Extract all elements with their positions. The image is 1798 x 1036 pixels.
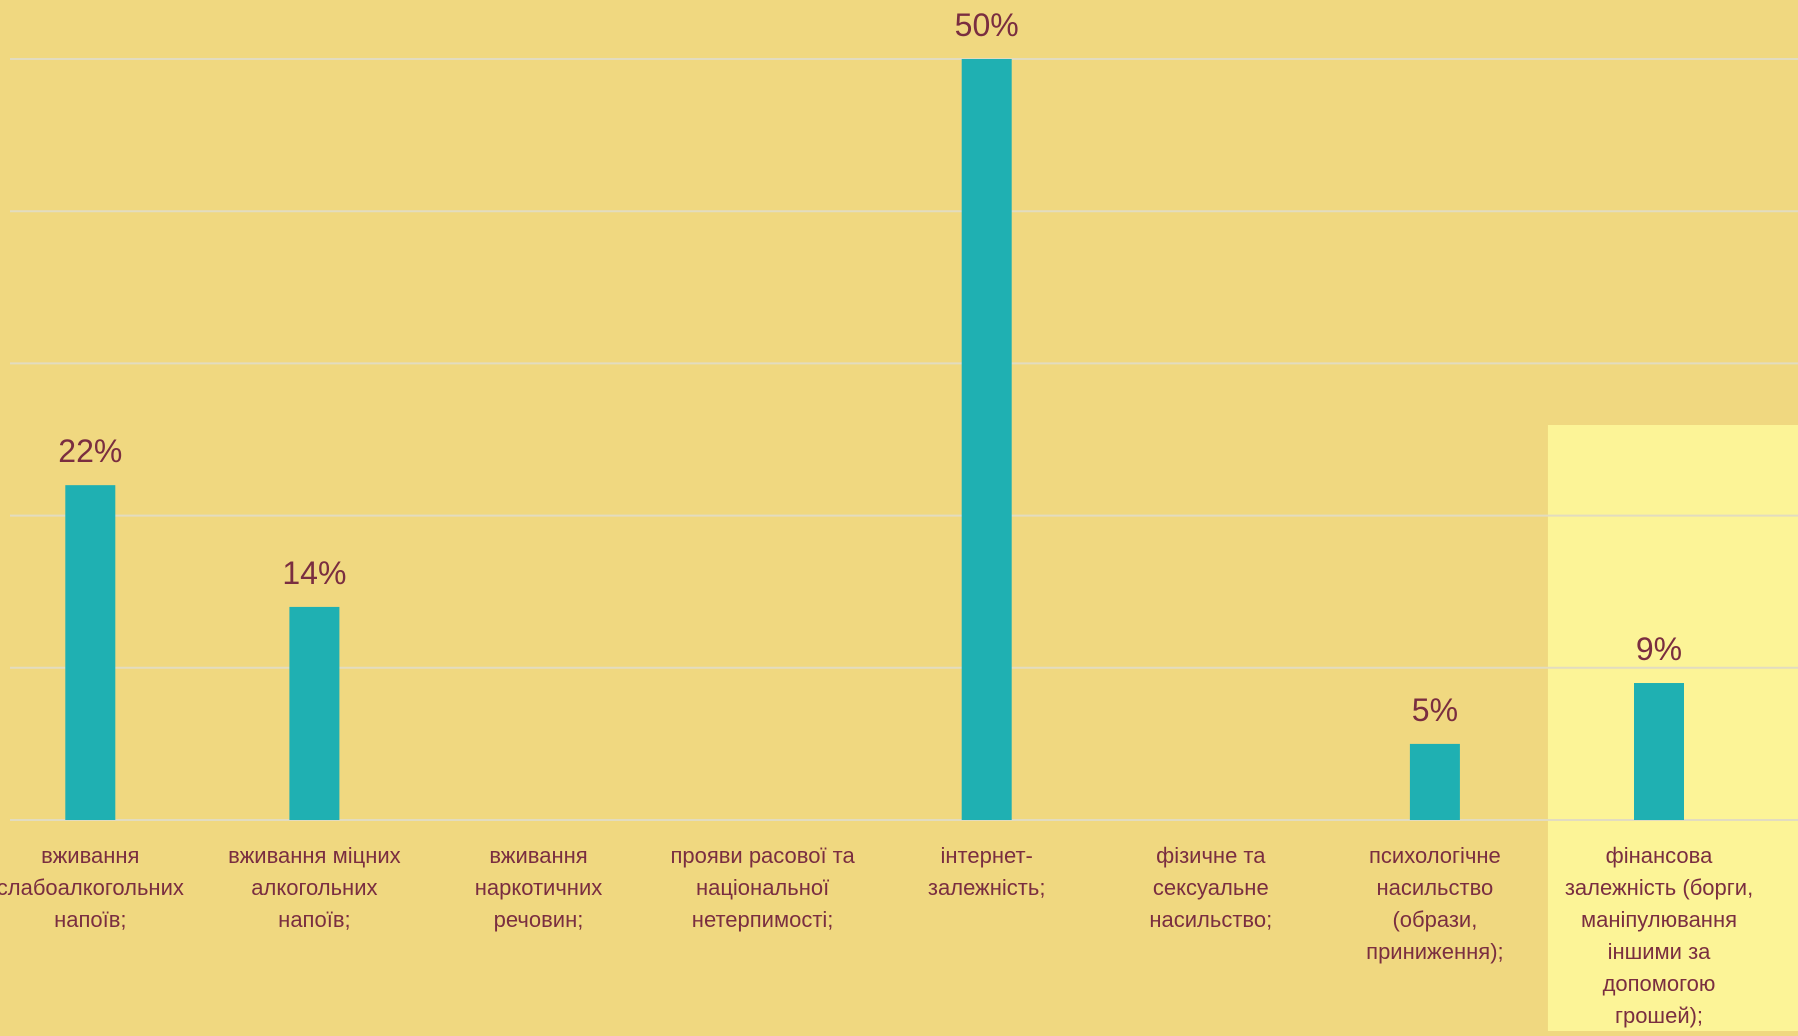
category-label-line: насильство; <box>1149 907 1272 932</box>
category-label-0: вживання слабоалкогольних напоїв; <box>0 843 184 932</box>
category-label-line: насильство <box>1377 875 1494 900</box>
data-label-1: 14% <box>282 555 346 591</box>
category-label-line: вживання <box>41 843 139 868</box>
data-label-0: 22% <box>58 433 122 469</box>
category-label-line: інтернет- <box>940 843 1032 868</box>
category-label-line: приниження); <box>1366 939 1503 964</box>
category-label-line: залежність; <box>928 875 1046 900</box>
category-label-line: (образи, <box>1392 907 1477 932</box>
category-label-line: алкогольних <box>251 875 377 900</box>
category-label-line: напоїв; <box>278 907 350 932</box>
bar-1 <box>289 606 340 820</box>
category-label-line: маніпулювання <box>1581 907 1737 932</box>
category-label-line: залежність (борги, <box>1565 875 1753 900</box>
category-label-line: допомогою <box>1603 971 1716 996</box>
category-label-line: речовин; <box>494 907 584 932</box>
category-label-line: фінансова <box>1606 843 1713 868</box>
category-label-line: вживання <box>489 843 587 868</box>
category-label-3: прояви расової та національної нетерпимост… <box>670 843 855 932</box>
category-label-line: прояви расової та <box>670 843 855 868</box>
category-label-line: іншими за <box>1608 939 1712 964</box>
category-label-4: інтернет-залежність; <box>928 843 1046 900</box>
data-label-6: 5% <box>1412 692 1458 728</box>
category-label-line: наркотичних <box>475 875 603 900</box>
bar-0 <box>65 485 116 820</box>
category-label-1: вживання міцних алкогольних напоїв; <box>228 843 401 932</box>
category-label-7: фінансова залежність (борги, маніпулювання… <box>1565 843 1753 1028</box>
category-label-2: вживання наркотичних речовин; <box>475 843 603 932</box>
category-label-line: національної <box>696 875 829 900</box>
bar-4 <box>961 59 1012 820</box>
category-label-line: сексуальне <box>1153 875 1269 900</box>
category-label-line: психологічне <box>1369 843 1501 868</box>
category-label-line: напоїв; <box>54 907 126 932</box>
category-label-line: слабоалкогольних <box>0 875 184 900</box>
category-label-6: психологічне насильство (образи, приниження… <box>1366 843 1503 964</box>
category-label-line: фізичне та <box>1156 843 1266 868</box>
data-label-4: 50% <box>955 7 1019 43</box>
category-label-line: нетерпимості; <box>692 907 834 932</box>
category-label-line: грошей); <box>1615 1003 1703 1028</box>
data-label-7: 9% <box>1636 631 1682 667</box>
bar-7 <box>1634 683 1684 820</box>
bar-6 <box>1409 743 1460 820</box>
category-label-line: вживання міцних <box>228 843 401 868</box>
category-label-5: фізичне та сексуальне насильство; <box>1149 843 1272 932</box>
